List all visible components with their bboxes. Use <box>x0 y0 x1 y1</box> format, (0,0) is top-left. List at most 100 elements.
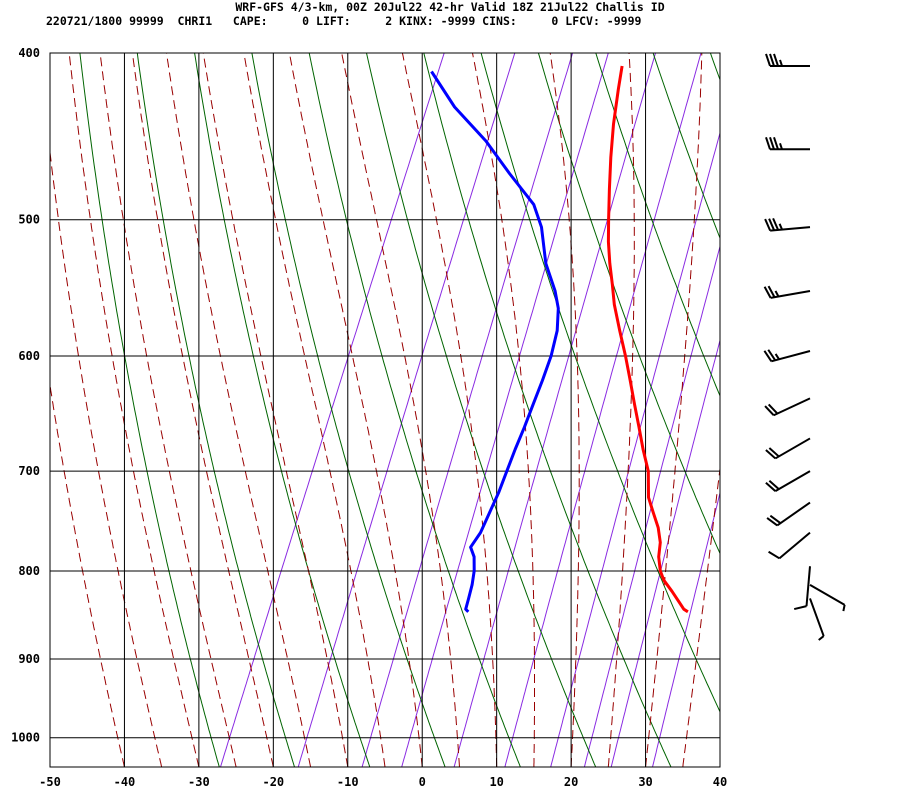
barb-feather <box>772 217 780 231</box>
wind-barbs <box>763 53 846 641</box>
barb-half-feather <box>778 223 784 231</box>
barb-shaft <box>770 226 811 232</box>
dry-adiabat <box>537 53 720 555</box>
barb-half-feather <box>774 290 780 297</box>
dry-adiabat <box>825 53 900 767</box>
moist-adiabat <box>341 53 460 767</box>
x-tick-label: 30 <box>638 775 652 789</box>
barb-feather <box>793 605 807 611</box>
barb-shaft <box>774 437 811 460</box>
barb-half-feather <box>842 604 846 612</box>
wind-barb <box>766 501 811 527</box>
barb-shaft <box>773 397 811 417</box>
wind-barb <box>763 285 811 299</box>
barb-feather <box>767 403 779 415</box>
barb-feather <box>768 447 780 458</box>
moist-adiabat <box>549 53 580 767</box>
mixing-ratio-line <box>504 53 702 767</box>
dry-adiabat <box>366 53 597 767</box>
barb-feather <box>768 218 776 231</box>
mixing-ratio-lines <box>220 53 720 767</box>
x-tick-label: 0 <box>419 775 426 789</box>
x-tick-label: 40 <box>713 775 727 789</box>
barb-shaft <box>774 470 811 493</box>
barb-shaft <box>770 289 811 299</box>
barb-shaft <box>809 598 825 637</box>
wind-barb <box>764 397 811 417</box>
y-tick-label: 600 <box>18 349 40 363</box>
dry-adiabat <box>768 53 900 767</box>
barb-shaft <box>809 583 846 606</box>
barb-shaft <box>771 350 811 363</box>
temperature-line <box>606 65 689 614</box>
moist-adiabat <box>719 763 720 767</box>
mixing-ratio-line <box>361 53 574 767</box>
barb-feather <box>768 480 780 490</box>
dry-adiabat <box>251 53 446 767</box>
moist-adiabat <box>50 148 163 767</box>
dewpoint-line <box>430 70 560 613</box>
y-tick-label: 1000 <box>11 731 40 745</box>
barb-feather <box>767 285 776 298</box>
barb-shaft <box>805 566 811 607</box>
mixing-ratio-line <box>297 53 516 767</box>
wind-barb <box>765 470 811 493</box>
moist-adiabat <box>50 382 125 767</box>
dry-adiabat <box>136 53 295 767</box>
barb-feather <box>765 482 777 492</box>
wind-barb <box>768 531 811 560</box>
x-tick-label: -50 <box>39 775 61 789</box>
barb-feather <box>773 53 779 67</box>
mixing-ratio-line <box>220 53 445 767</box>
dry-adiabat <box>308 53 521 767</box>
y-tick-label: 700 <box>18 464 40 478</box>
grid <box>49 52 721 767</box>
barb-feather <box>769 514 782 524</box>
moist-adiabat <box>607 53 635 767</box>
wind-barb <box>765 53 810 67</box>
barb-feather <box>766 517 778 527</box>
moist-adiabat <box>645 53 703 767</box>
wind-barb <box>765 437 811 460</box>
y-tick-label: 500 <box>18 213 40 227</box>
barb-feather <box>764 218 772 232</box>
dry-adiabat <box>194 53 371 767</box>
barb-feather <box>764 405 775 416</box>
station-indices-line: 220721/1800 99999 CHRI1 CAPE: 0 LIFT: 2 … <box>46 14 642 28</box>
barb-feather <box>765 449 777 460</box>
barb-feather <box>763 350 773 362</box>
moist-adiabat <box>166 53 312 767</box>
wind-barb <box>793 566 811 611</box>
mixing-ratio-line <box>610 338 720 767</box>
barb-half-feather <box>774 353 780 360</box>
moist-adiabat <box>682 464 720 767</box>
wind-barb <box>809 583 846 612</box>
x-tick-label: -20 <box>262 775 284 789</box>
y-tick-label: 400 <box>18 46 40 60</box>
barb-feather <box>769 136 775 150</box>
x-tick-label: 20 <box>564 775 578 789</box>
moist-adiabat <box>243 53 386 767</box>
dry-adiabat <box>652 53 720 240</box>
y-tick-label: 900 <box>18 652 40 666</box>
moist-adiabat <box>472 53 535 767</box>
dry-adiabats <box>79 53 900 767</box>
wind-barb <box>764 217 811 232</box>
barb-half-feather <box>779 59 783 67</box>
barb-feather <box>765 136 771 150</box>
dry-adiabat <box>882 53 900 767</box>
barb-feather <box>769 53 775 67</box>
mixing-ratio-line <box>652 490 720 767</box>
barb-half-feather <box>779 142 783 150</box>
x-tick-label: -30 <box>188 775 210 789</box>
barb-shaft <box>778 531 811 560</box>
moist-adiabat <box>401 53 498 767</box>
plot-frame <box>49 52 721 768</box>
barb-feather <box>767 349 777 361</box>
barb-feather <box>763 286 772 299</box>
dry-adiabat <box>79 53 220 767</box>
dry-adiabat <box>480 53 720 713</box>
mixing-ratio-line <box>583 244 720 767</box>
barb-feather <box>773 136 779 150</box>
barb-half-feather <box>818 635 825 641</box>
